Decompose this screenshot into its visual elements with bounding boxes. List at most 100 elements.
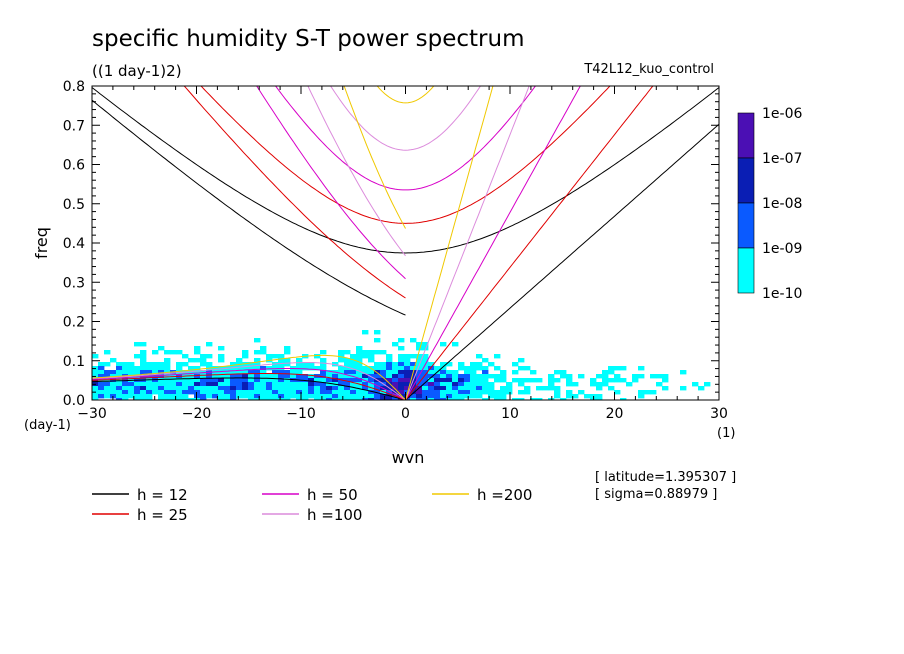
- heatmap-cell: [386, 374, 393, 379]
- heatmap-cell: [470, 366, 477, 371]
- heatmap-cell: [254, 366, 261, 371]
- heatmap-cell: [254, 370, 261, 375]
- heatmap-cell: [392, 370, 399, 375]
- heatmap-cell: [182, 394, 189, 399]
- heatmap-cell: [200, 382, 207, 387]
- heatmap-cell: [398, 354, 405, 359]
- heatmap-cell: [560, 398, 567, 400]
- heatmap-cell: [680, 386, 687, 391]
- heatmap-cell: [500, 378, 507, 383]
- heatmap-cell: [494, 374, 501, 379]
- heatmap-cell: [446, 386, 453, 391]
- heatmap-cell: [488, 390, 495, 395]
- heatmap-cell: [248, 366, 255, 371]
- heatmap-cell: [422, 366, 429, 371]
- heatmap-cell: [452, 398, 459, 400]
- heatmap-cell: [374, 382, 381, 387]
- x-tick-label: 0: [401, 406, 410, 422]
- heatmap-cell: [344, 386, 351, 391]
- heatmap-cell: [608, 386, 615, 391]
- heatmap-cell: [182, 378, 189, 383]
- heatmap-cell: [506, 386, 513, 391]
- heatmap-cell: [278, 354, 285, 359]
- heatmap-cell: [458, 382, 465, 387]
- heatmap-cell: [326, 394, 333, 399]
- heatmap-cell: [104, 362, 111, 367]
- heatmap-cell: [440, 374, 447, 379]
- heatmap-cell: [434, 374, 441, 379]
- heatmap-cell: [242, 394, 249, 399]
- heatmap-cell: [212, 386, 219, 391]
- heatmap-cell: [296, 362, 303, 367]
- heatmap-cell: [368, 370, 375, 375]
- heatmap-cell: [536, 378, 543, 383]
- dispersion-curve: [183, 86, 406, 299]
- heatmap-cell: [194, 358, 201, 363]
- heatmap-cell: [380, 350, 387, 355]
- heatmap-cell: [158, 370, 165, 375]
- heatmap-cell: [482, 370, 489, 375]
- heatmap-cell: [632, 374, 639, 379]
- heatmap-cell: [572, 382, 579, 387]
- heatmap-cell: [392, 362, 399, 367]
- heatmap-cell: [494, 398, 501, 400]
- heatmap-cell: [158, 374, 165, 379]
- latitude-info: [ latitude=1.395307 ]: [595, 470, 736, 485]
- heatmap-cell: [620, 378, 627, 383]
- heatmap-cell: [368, 394, 375, 399]
- heatmap-cell: [356, 346, 363, 351]
- heatmap-cell: [284, 386, 291, 391]
- dispersion-curve: [200, 86, 611, 224]
- heatmap-cell: [122, 398, 129, 400]
- y-unit-label: (day-1): [24, 418, 71, 433]
- heatmap-cell: [416, 378, 423, 383]
- heatmap-cell: [608, 366, 615, 371]
- heatmap-cell: [236, 386, 243, 391]
- heatmap-cell: [398, 374, 405, 379]
- colorbar-swatch: [737, 247, 755, 294]
- heatmap-cell: [602, 382, 609, 387]
- heatmap-cell: [110, 390, 117, 395]
- heatmap-cell: [368, 354, 375, 359]
- heatmap-cell: [236, 370, 243, 375]
- heatmap-cell: [488, 386, 495, 391]
- heatmap-cell: [242, 350, 249, 355]
- heatmap-cell: [170, 382, 177, 387]
- heatmap-cell: [218, 370, 225, 375]
- heatmap-cell: [140, 366, 147, 371]
- heatmap-cell: [404, 354, 411, 359]
- heatmap-cell: [362, 394, 369, 399]
- heatmap-cell: [104, 382, 111, 387]
- heatmap-cell: [512, 398, 519, 400]
- heatmap-cell: [218, 374, 225, 379]
- heatmap-cell: [548, 374, 555, 379]
- heatmap-cell: [398, 382, 405, 387]
- heatmap-cell: [332, 390, 339, 395]
- heatmap-cell: [188, 382, 195, 387]
- heatmap-cell: [104, 394, 111, 399]
- heatmap-cell: [602, 374, 609, 379]
- heatmap-cell: [638, 366, 645, 371]
- heatmap-cell: [260, 382, 267, 387]
- heatmap-cell: [464, 374, 471, 379]
- heatmap-cell: [290, 374, 297, 379]
- heatmap-cell: [398, 390, 405, 395]
- heatmap-cell: [440, 386, 447, 391]
- heatmap-cell: [122, 390, 129, 395]
- heatmap-cell: [170, 386, 177, 391]
- heatmap-cell: [350, 370, 357, 375]
- heatmap-cell: [356, 358, 363, 363]
- heatmap-cell: [302, 382, 309, 387]
- heatmap-cell: [362, 398, 369, 400]
- heatmap-cell: [278, 358, 285, 363]
- heatmap-cell: [320, 398, 327, 400]
- colorbar-label: 1e-10: [762, 286, 802, 302]
- heatmap-cell: [398, 366, 405, 371]
- heatmap-cell: [236, 382, 243, 387]
- heatmap-cell: [380, 370, 387, 375]
- heatmap-cell: [308, 386, 315, 391]
- heatmap-cell: [236, 374, 243, 379]
- heatmap-cell: [116, 378, 123, 383]
- heatmap-cell: [392, 378, 399, 383]
- heatmap-cell: [680, 370, 687, 375]
